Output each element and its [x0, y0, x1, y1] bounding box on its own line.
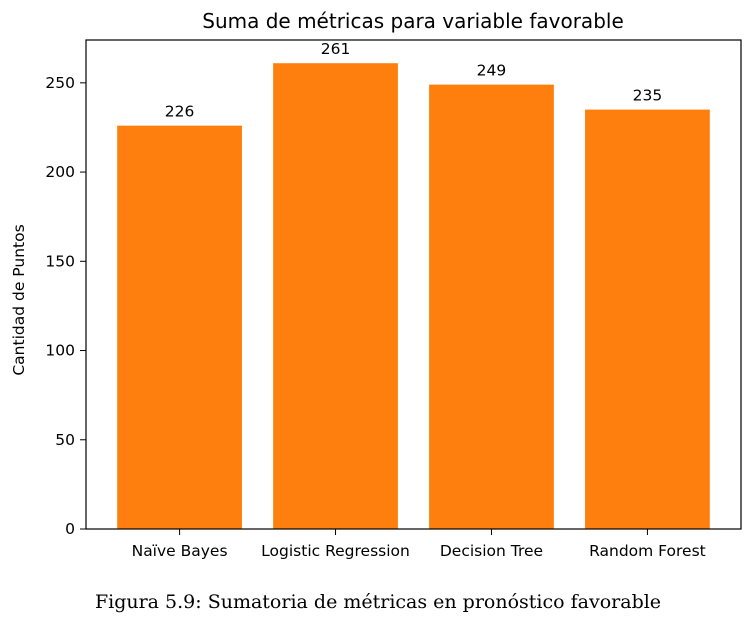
y-tick-label: 100 — [45, 342, 75, 360]
y-tick-label: 50 — [55, 431, 75, 449]
y-axis-label: Cantidad de Puntos — [10, 224, 28, 375]
bar-0 — [117, 125, 242, 529]
bar-value-label: 226 — [165, 103, 195, 121]
bar-value-label: 235 — [633, 87, 663, 105]
bar-2 — [429, 84, 554, 529]
chart-title: Suma de métricas para variable favorable — [202, 9, 624, 33]
plot-frame — [85, 39, 742, 530]
y-tick-label: 200 — [45, 163, 75, 181]
y-tick-label: 150 — [45, 252, 75, 270]
x-tick-label: Logistic Regression — [261, 542, 410, 560]
bars-group — [117, 63, 710, 530]
bar-chart: Suma de métricas para variable favorable… — [10, 9, 742, 560]
value-labels-group: 226 261 249 235 — [165, 40, 662, 120]
x-axis: Naïve Bayes Logistic Regression Decision T… — [132, 529, 706, 560]
y-tick-label: 250 — [45, 74, 75, 92]
bar-3 — [585, 109, 710, 530]
bar-value-label: 249 — [477, 62, 507, 80]
x-tick-label: Decision Tree — [440, 542, 543, 560]
bar-value-label: 261 — [321, 40, 351, 58]
y-tick-label: 0 — [65, 520, 75, 538]
figure-caption: Figura 5.9: Sumatoria de métricas en pro… — [94, 591, 662, 613]
y-axis: 0 50 100 150 200 250 — [45, 74, 86, 538]
x-tick-label: Naïve Bayes — [132, 542, 228, 560]
x-tick-label: Random Forest — [589, 542, 706, 560]
bar-1 — [273, 63, 398, 529]
